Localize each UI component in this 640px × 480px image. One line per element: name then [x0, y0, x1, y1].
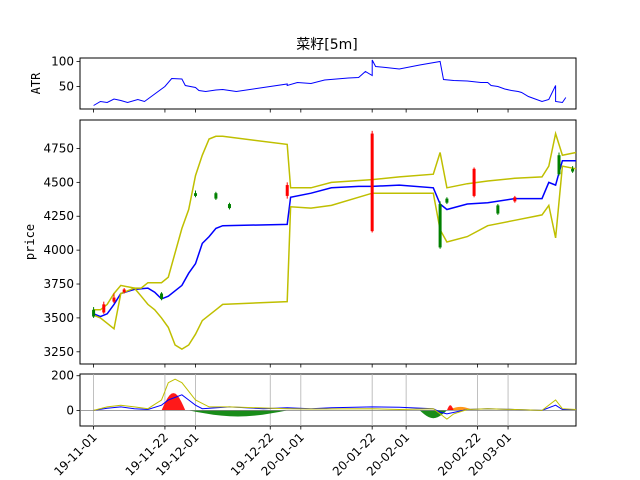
candle-body: [557, 155, 561, 175]
y-tick-label: 4500: [43, 175, 74, 189]
y-axis-label-price: price: [23, 224, 37, 260]
candle-body: [472, 168, 476, 196]
indicator-fill: [446, 405, 454, 411]
series-line-atr-0: [93, 59, 567, 106]
series-line-price-0: [93, 159, 576, 318]
axes-frame-price: [79, 119, 577, 365]
indicator-fill: [188, 410, 288, 417]
candle-body: [102, 304, 106, 313]
y-tick-label: 4750: [43, 141, 74, 155]
series-line-price-1: [93, 130, 577, 331]
chart-title: 菜籽[5m]: [296, 37, 357, 53]
x-tick-label: 19-11-01: [51, 430, 99, 478]
y-tick-label: 4250: [43, 209, 74, 223]
candle-body: [214, 193, 218, 199]
y-tick-label: 4000: [43, 243, 74, 257]
y-tick-label: 3500: [43, 311, 74, 325]
candle-body: [513, 197, 517, 202]
y-tick-label: 200: [51, 369, 74, 383]
y-tick-label: 0: [66, 403, 74, 417]
y-axis-label-atr: ATR: [29, 72, 43, 94]
series-line-indicator-1: [93, 378, 577, 420]
y-tick-label: 50: [59, 80, 74, 94]
candle-body: [438, 204, 442, 248]
candle-body: [496, 205, 500, 214]
candle-body: [112, 297, 116, 302]
candle-body: [370, 133, 374, 232]
indicator-fill: [161, 393, 186, 411]
axes-frame-atr: [79, 57, 577, 110]
y-tick-label: 3750: [43, 277, 74, 291]
y-tick-label: 100: [51, 55, 74, 69]
axes-frame-indicator: [79, 373, 577, 427]
candle-body: [160, 293, 164, 299]
series-line-price-2: [93, 165, 577, 350]
candle-body: [571, 168, 575, 172]
candle-body: [194, 193, 198, 196]
candle-body: [227, 204, 231, 209]
candle-body: [285, 185, 289, 196]
candle-body: [92, 309, 96, 317]
y-tick-label: 3250: [43, 345, 74, 359]
candle-body: [445, 198, 449, 203]
candle-body: [122, 289, 126, 293]
